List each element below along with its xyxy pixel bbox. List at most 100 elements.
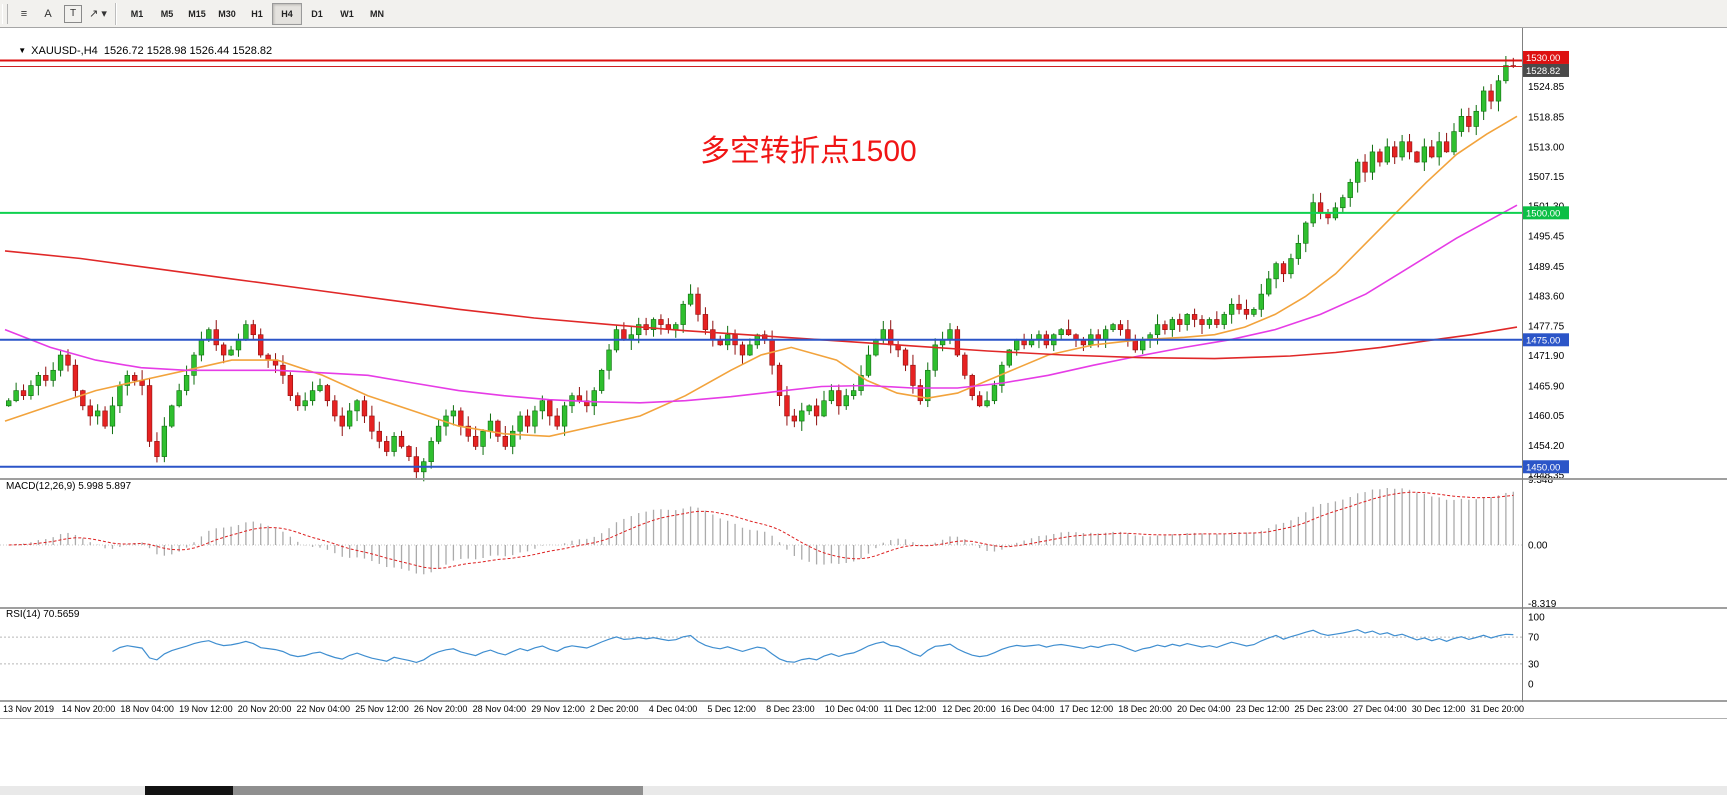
time-axis-label: 20 Nov 20:00 xyxy=(238,704,292,714)
candle-body xyxy=(1228,303,1235,315)
candle-body xyxy=(910,364,916,386)
dropdown-triangle-icon[interactable]: ▼ xyxy=(18,46,27,55)
time-axis-label: 16 Dec 04:00 xyxy=(1001,704,1055,714)
candle-body xyxy=(561,405,568,427)
candle-body xyxy=(1436,141,1442,158)
candle-body xyxy=(1443,141,1450,153)
candle-body xyxy=(6,400,12,407)
candle-body xyxy=(65,354,71,366)
candle-body xyxy=(1421,146,1428,163)
candle-body xyxy=(72,364,79,391)
timeframe-m30-button[interactable]: M30 xyxy=(218,8,236,19)
candle-body xyxy=(747,344,753,356)
candle-body xyxy=(243,324,249,341)
panel-separator[interactable] xyxy=(0,700,1727,702)
candle-body xyxy=(309,390,316,402)
candle-body xyxy=(1392,146,1398,158)
candle-body xyxy=(873,339,879,356)
candle-body xyxy=(680,303,686,325)
candle-body xyxy=(650,319,657,330)
candle-body xyxy=(524,415,531,427)
rsi-axis-label: 30 xyxy=(1528,659,1540,670)
time-axis-label: 4 Dec 04:00 xyxy=(649,704,698,714)
line-studies-button[interactable]: ≡ xyxy=(20,7,28,20)
candle-body xyxy=(480,430,486,447)
candle-body xyxy=(94,410,101,417)
candle-body xyxy=(1258,293,1264,310)
candle-body xyxy=(235,339,242,351)
panel-separator[interactable] xyxy=(0,478,1727,480)
price-tag-bg xyxy=(1523,50,1569,64)
candle-body xyxy=(376,430,382,442)
time-axis-label: 25 Nov 12:00 xyxy=(355,704,409,714)
candle-body xyxy=(976,395,983,407)
price-axis-label: 1460.05 xyxy=(1528,411,1565,422)
candle-body xyxy=(1495,80,1502,102)
candle-body xyxy=(406,446,412,457)
chart-annotation-text[interactable]: 多空转折点1500 xyxy=(700,135,917,168)
candle-body xyxy=(206,329,212,341)
candle-body xyxy=(428,441,434,462)
timeframe-h1-button[interactable]: H1 xyxy=(251,8,263,19)
candle-body xyxy=(598,369,605,391)
candle-body xyxy=(925,369,931,402)
candle-body xyxy=(302,400,308,407)
arrow-tools-button[interactable]: ↗ ▾ xyxy=(89,8,107,20)
timeframe-mn-button[interactable]: MN xyxy=(370,8,384,19)
candle-body xyxy=(487,420,494,432)
candle-body xyxy=(495,420,501,437)
price-axis-label: 1513.00 xyxy=(1528,142,1565,153)
text-annotation-button[interactable]: A xyxy=(44,7,52,20)
time-axis-label: 14 Nov 20:00 xyxy=(62,704,116,714)
toolbar-grip[interactable] xyxy=(2,3,8,24)
candle-body xyxy=(843,395,849,407)
timeframe-m1-button[interactable]: M1 xyxy=(130,8,144,19)
candle-body xyxy=(784,395,790,417)
candle-body xyxy=(228,349,234,356)
candle-body xyxy=(606,349,612,371)
panel-separator[interactable] xyxy=(0,607,1727,609)
ma-line-mid xyxy=(4,204,1518,404)
timeframe-h4-button[interactable]: H4 xyxy=(272,2,302,25)
time-axis-label: 27 Dec 04:00 xyxy=(1353,704,1407,714)
candle-body xyxy=(502,435,508,447)
rsi-axis-label: 100 xyxy=(1528,613,1545,624)
candle-body xyxy=(1221,314,1227,325)
ma-line-slow xyxy=(4,250,1518,360)
candle-body xyxy=(1162,324,1168,330)
timeframe-m5-button[interactable]: M5 xyxy=(160,8,174,19)
macd-axis-label: -8.319 xyxy=(1528,599,1557,610)
candle-body xyxy=(1473,110,1479,127)
timeframe-d1-button[interactable]: D1 xyxy=(311,8,323,19)
candle-body xyxy=(1006,349,1012,366)
time-axis-label: 25 Dec 23:00 xyxy=(1294,704,1348,714)
candle-body xyxy=(50,369,56,381)
candle-body xyxy=(1280,263,1287,275)
price-tag-label: 1528.82 xyxy=(1526,66,1560,77)
macd-axis-label: 9.348 xyxy=(1528,475,1553,486)
price-tag-label: 1475.00 xyxy=(1526,335,1560,346)
bottom-strip xyxy=(0,786,1727,795)
candle-body xyxy=(80,390,86,407)
candle-body xyxy=(1117,324,1124,330)
candle-body xyxy=(1058,329,1064,336)
candle-body xyxy=(332,400,338,417)
candle-body xyxy=(1503,65,1509,82)
candle-body xyxy=(1377,151,1383,163)
price-axis-label: 1524.85 xyxy=(1528,82,1565,93)
candle-body xyxy=(435,425,442,442)
price-axis-label: 1518.85 xyxy=(1528,113,1565,124)
candle-body xyxy=(1354,161,1361,183)
rsi-axis-label: 70 xyxy=(1528,633,1540,644)
candle-body xyxy=(539,400,546,412)
candle-body xyxy=(902,349,909,366)
candle-body xyxy=(1288,258,1294,275)
timeframe-m15-button[interactable]: M15 xyxy=(188,8,206,19)
timeframe-w1-button[interactable]: W1 xyxy=(340,8,354,19)
text-label-button[interactable]: T xyxy=(64,4,82,23)
candle-body xyxy=(1488,90,1494,102)
candle-body xyxy=(1177,319,1183,325)
candle-body xyxy=(702,314,709,330)
price-axis-label: 1489.45 xyxy=(1528,262,1565,273)
